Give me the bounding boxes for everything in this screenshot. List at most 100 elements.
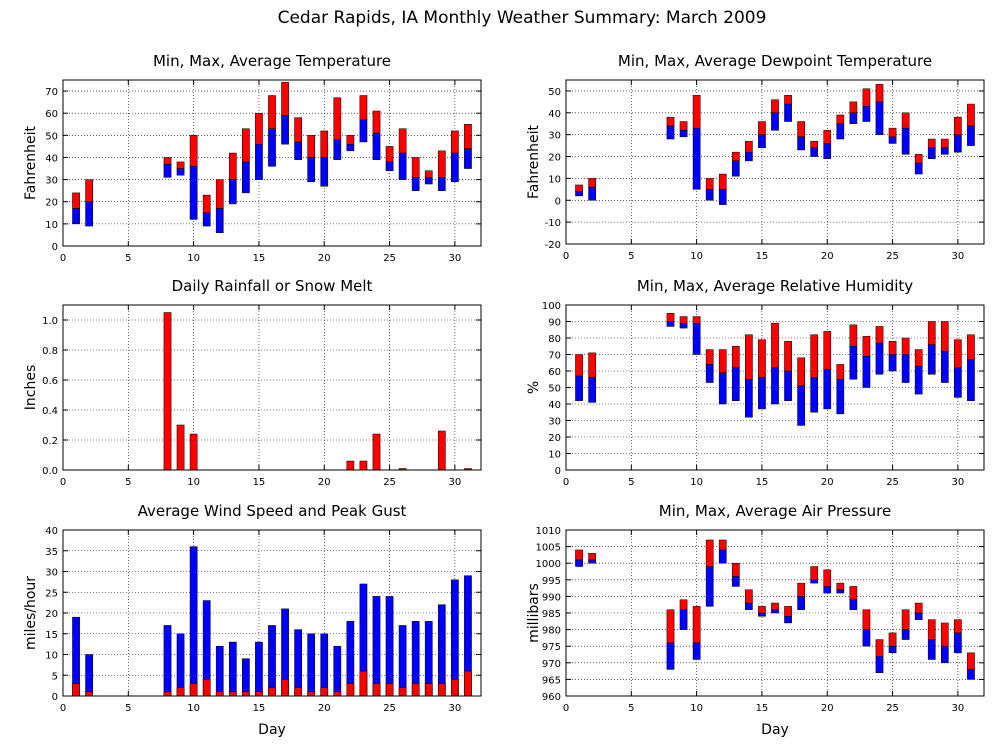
min-avg-bar bbox=[758, 134, 766, 149]
y-tick-label: 975 bbox=[542, 642, 561, 653]
y-tick-label: 50 bbox=[45, 131, 58, 142]
min-avg-bar bbox=[281, 115, 289, 145]
figure-title: Cedar Rapids, IA Monthly Weather Summary… bbox=[278, 8, 767, 28]
avg-max-bar bbox=[914, 154, 923, 164]
y-tick-label: 30 bbox=[548, 417, 561, 428]
avg-max-bar bbox=[771, 322, 779, 368]
x-tick-label: 0 bbox=[563, 251, 569, 262]
avg-max-bar bbox=[575, 184, 583, 192]
avg-max-bar bbox=[823, 569, 832, 587]
avg-wind-bar bbox=[359, 670, 368, 697]
gust-bar bbox=[242, 658, 250, 697]
y-tick-label: 60 bbox=[45, 109, 58, 120]
min-avg-bar bbox=[731, 367, 740, 401]
y-tick-label: -20 bbox=[545, 240, 561, 251]
avg-max-bar bbox=[588, 178, 596, 188]
min-avg-bar bbox=[163, 163, 172, 178]
avg-max-bar bbox=[771, 99, 779, 114]
avg-max-bar bbox=[705, 178, 714, 190]
min-avg-bar bbox=[823, 586, 832, 594]
avg-max-bar bbox=[346, 135, 355, 145]
avg-max-bar bbox=[967, 334, 975, 360]
avg-max-bar bbox=[575, 549, 583, 561]
x-tick-label: 5 bbox=[125, 477, 131, 488]
min-avg-bar bbox=[692, 642, 701, 660]
avg-wind-bar bbox=[281, 679, 289, 697]
y-tick-label: 960 bbox=[542, 692, 561, 703]
min-avg-bar bbox=[901, 354, 910, 383]
avg-max-bar bbox=[888, 341, 897, 355]
avg-wind-bar bbox=[320, 687, 329, 697]
avg-max-bar bbox=[745, 589, 753, 604]
avg-max-bar bbox=[437, 150, 446, 178]
y-tick-label: 20 bbox=[548, 433, 561, 444]
avg-max-bar bbox=[666, 313, 675, 322]
avg-max-bar bbox=[588, 552, 596, 561]
min-avg-bar bbox=[745, 151, 753, 162]
y-tick-label: 50 bbox=[548, 87, 561, 98]
gust-bar bbox=[372, 596, 381, 697]
avg-wind-bar bbox=[437, 683, 446, 697]
y-tick-label: 70 bbox=[45, 87, 58, 98]
min-avg-bar bbox=[784, 370, 792, 401]
avg-max-bar bbox=[679, 599, 688, 610]
min-avg-bar bbox=[875, 342, 884, 375]
chart-dewpoint: Min, Max, Average Dewpoint Temperature -2… bbox=[526, 52, 985, 262]
avg-max-bar bbox=[758, 121, 766, 135]
y-tick-label: 0.4 bbox=[42, 406, 58, 417]
y-tick-label: 40 bbox=[548, 400, 561, 411]
avg-max-bar bbox=[901, 112, 910, 129]
y-tick-label: 1010 bbox=[536, 526, 561, 537]
min-avg-bar bbox=[666, 642, 675, 670]
avg-wind-bar bbox=[424, 683, 433, 697]
avg-max-bar bbox=[692, 95, 701, 129]
x-tick-label: 30 bbox=[952, 703, 965, 714]
avg-wind-bar bbox=[307, 691, 316, 697]
avg-wind-bar bbox=[268, 687, 276, 697]
x-tick-label: 25 bbox=[383, 253, 396, 264]
avg-max-bar bbox=[849, 101, 858, 114]
min-avg-bar bbox=[176, 168, 185, 176]
min-avg-bar bbox=[927, 147, 936, 159]
avg-max-bar bbox=[333, 97, 342, 141]
avg-max-bar bbox=[784, 606, 792, 617]
chart-rh: Min, Max, Average Relative Humidity 0 10 20… bbox=[526, 277, 985, 488]
avg-max-bar bbox=[731, 346, 740, 368]
y-tick-label: 35 bbox=[45, 547, 58, 558]
min-avg-bar bbox=[888, 645, 897, 654]
y-tick-label: 30 bbox=[548, 131, 561, 142]
y-tick-label: 990 bbox=[542, 592, 561, 603]
plot-frame bbox=[62, 529, 482, 697]
y-tick-label: 10 bbox=[548, 450, 561, 461]
y-tick-label: 0.6 bbox=[42, 376, 58, 387]
y-tick-label: 0.0 bbox=[42, 466, 58, 477]
min-avg-bar bbox=[810, 377, 819, 413]
x-tick-label: 15 bbox=[253, 703, 266, 714]
avg-max-bar bbox=[692, 606, 701, 644]
min-avg-bar bbox=[745, 379, 753, 418]
avg-max-bar bbox=[294, 117, 302, 143]
min-avg-bar bbox=[875, 101, 884, 135]
avg-max-bar bbox=[411, 157, 420, 178]
y-tick-label: 0.2 bbox=[42, 436, 58, 447]
gust-bar bbox=[307, 633, 316, 697]
min-avg-bar bbox=[679, 322, 688, 329]
min-avg-bar bbox=[849, 599, 858, 610]
min-avg-bar bbox=[679, 609, 688, 630]
plot-frame bbox=[62, 79, 482, 247]
min-avg-bar bbox=[862, 105, 871, 122]
gust-bar bbox=[294, 629, 302, 697]
min-avg-bar bbox=[202, 212, 211, 227]
min-avg-bar bbox=[320, 157, 329, 187]
y-tick-label: 10 bbox=[45, 220, 58, 231]
chart-title: Min, Max, Average Dewpoint Temperature bbox=[618, 52, 932, 70]
y-tick-label: 20 bbox=[45, 198, 58, 209]
y-tick-label: 970 bbox=[542, 659, 561, 670]
min-avg-bar bbox=[862, 355, 871, 388]
avg-wind-bar bbox=[228, 691, 237, 697]
avg-wind-bar bbox=[333, 691, 342, 697]
avg-max-bar bbox=[281, 81, 289, 116]
min-avg-bar bbox=[451, 152, 459, 183]
gust-bar bbox=[215, 645, 224, 697]
